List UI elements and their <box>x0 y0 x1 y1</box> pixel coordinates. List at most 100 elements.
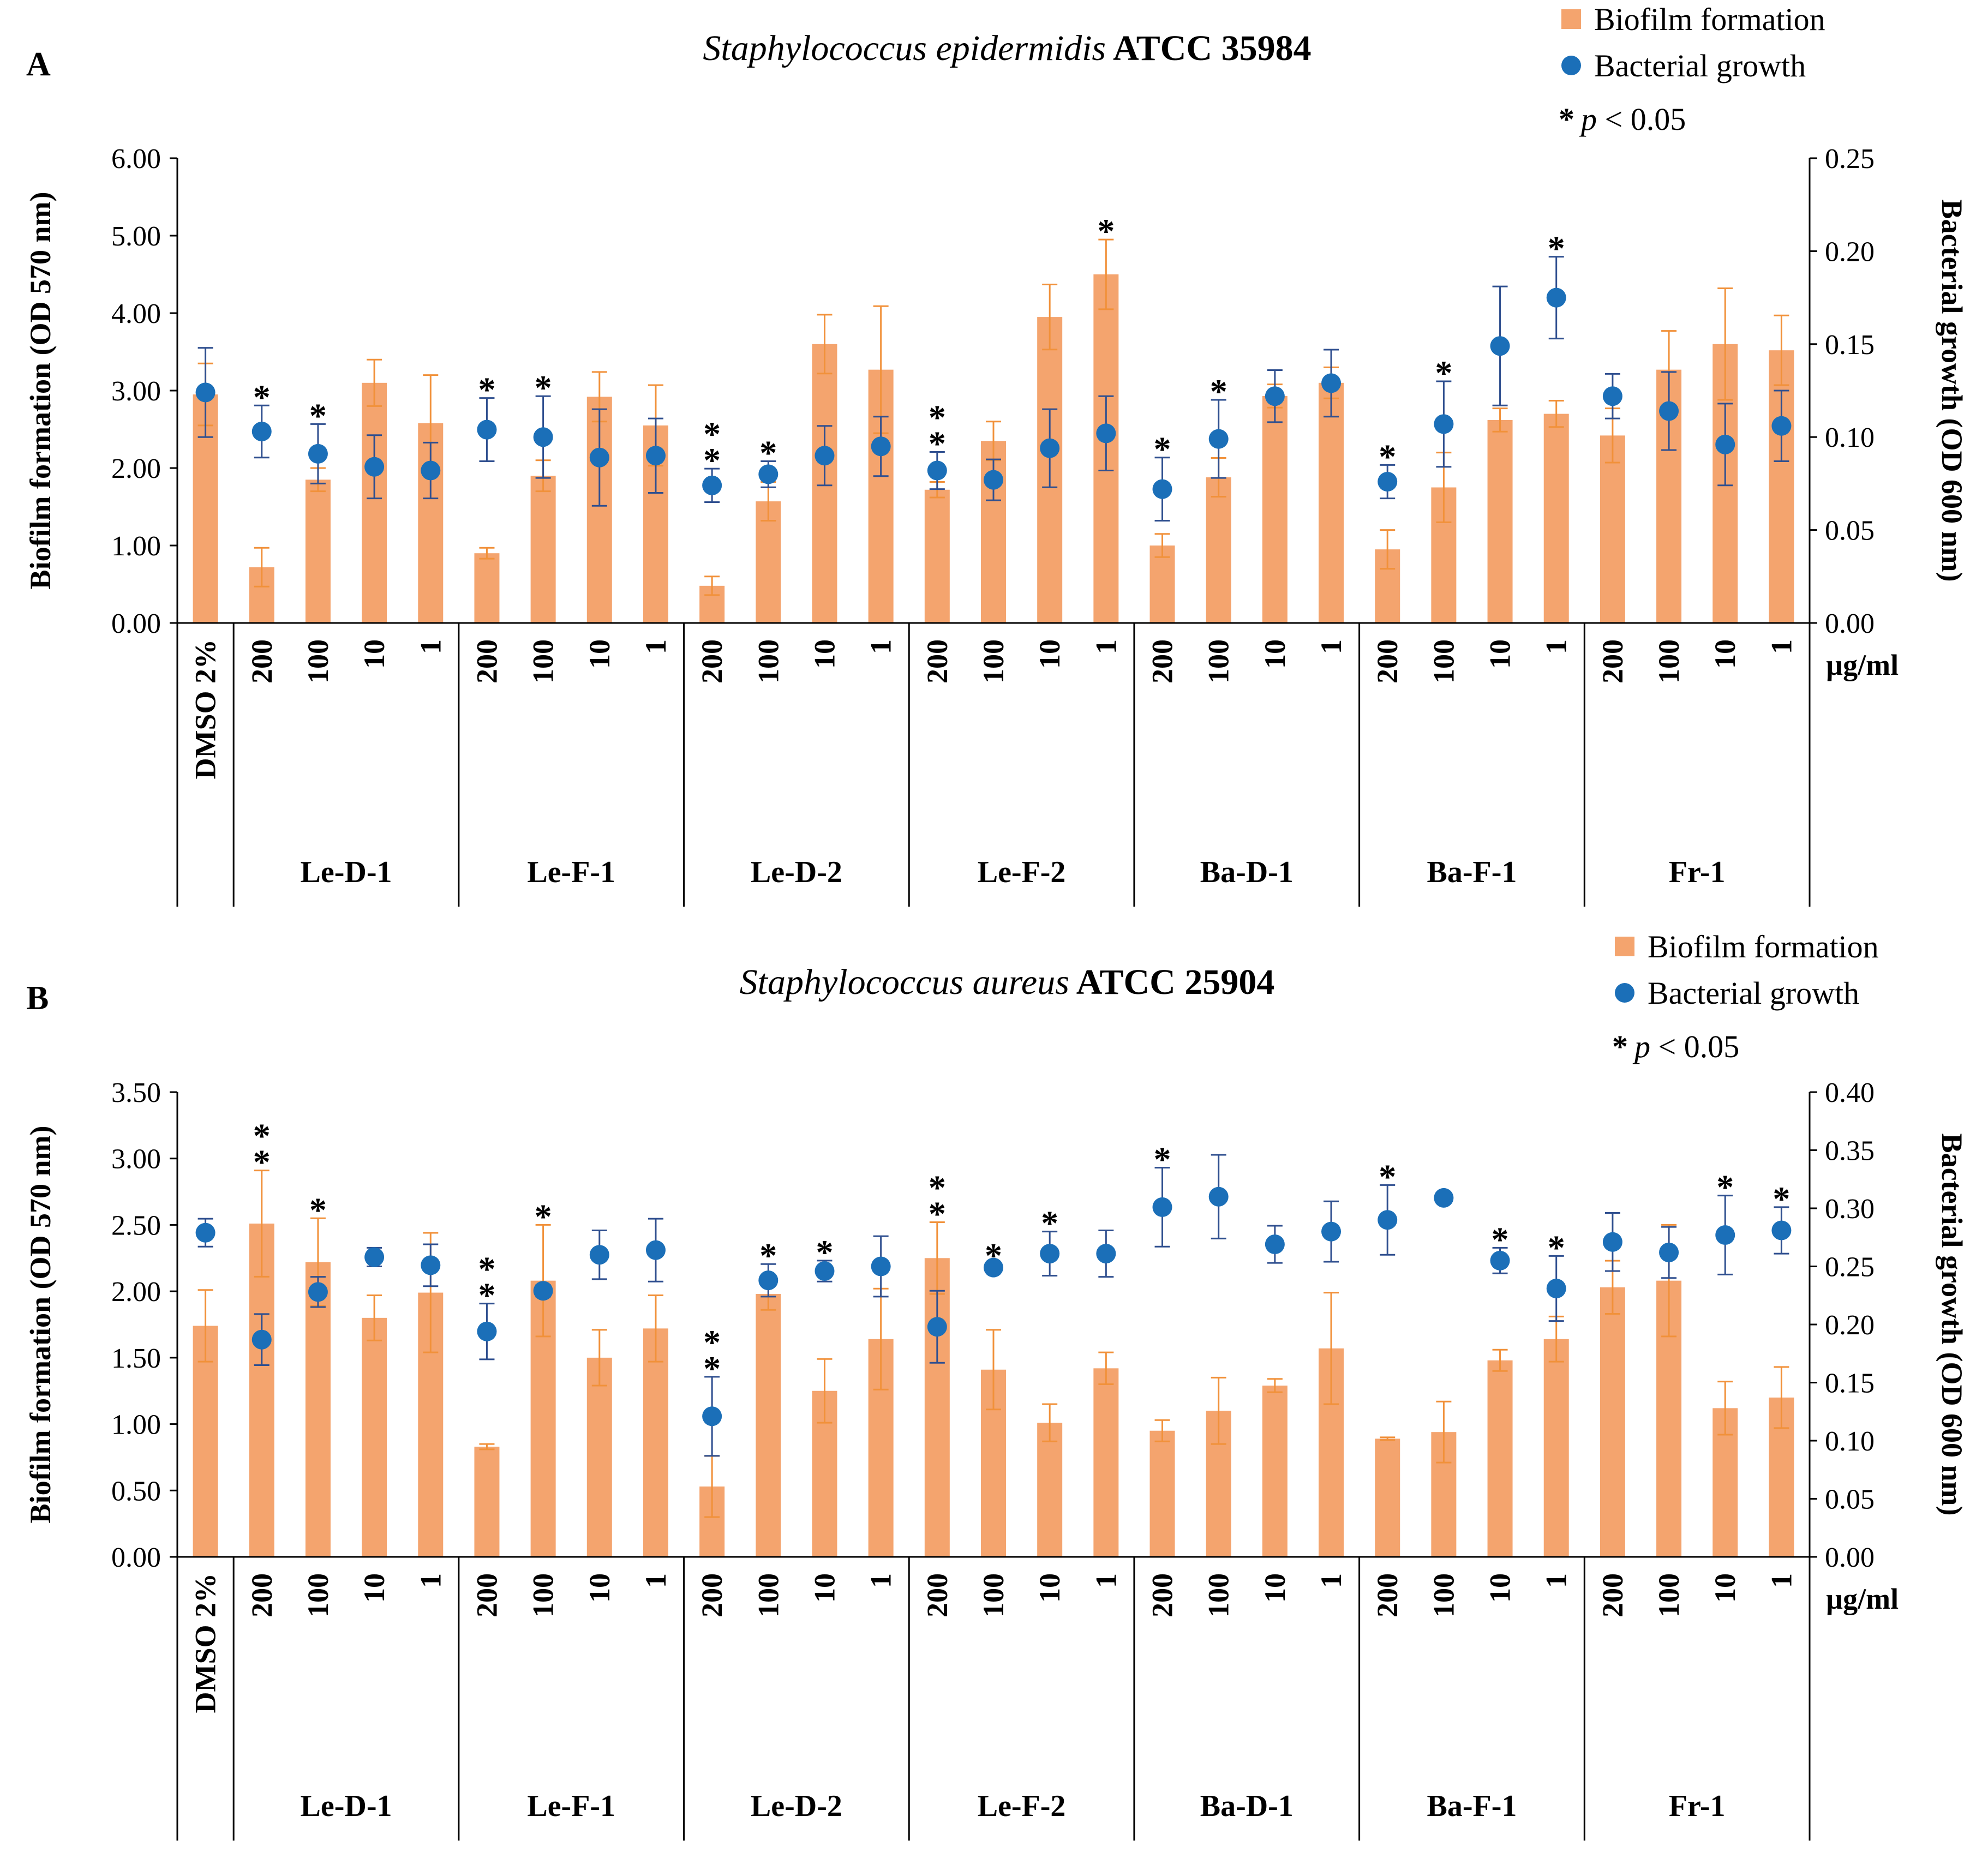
legend-dot-label: Bacterial growth <box>1648 975 1859 1011</box>
biofilm-bar <box>1375 1439 1400 1557</box>
left-tick-label: 2.00 <box>111 453 161 484</box>
left-tick-label: 0.50 <box>111 1476 161 1507</box>
category-label-control: DMSO 2% <box>189 639 222 780</box>
biofilm-bar <box>1149 1430 1175 1557</box>
growth-point <box>1434 1188 1454 1208</box>
biofilm-bar <box>1206 477 1231 623</box>
category-label-concentration: 1 <box>1315 639 1348 654</box>
biofilm-significance-star: * <box>535 368 552 407</box>
category-label-concentration: 1 <box>1540 639 1573 654</box>
legend-dot-swatch <box>1615 983 1634 1003</box>
growth-point <box>645 1240 666 1260</box>
legend-sig-star: * <box>1559 101 1574 137</box>
category-label-concentration: 200 <box>1146 639 1179 684</box>
biofilm-bar <box>643 1328 668 1557</box>
growth-point <box>1602 386 1622 406</box>
biofilm-bar <box>1262 1385 1288 1557</box>
growth-point <box>477 1321 497 1341</box>
growth-point <box>1659 1242 1679 1262</box>
group-label: Le-F-2 <box>978 855 1066 889</box>
biofilm-bar <box>1149 546 1175 623</box>
biofilm-bar <box>1543 1339 1569 1557</box>
category-label-concentration: 10 <box>1484 639 1517 669</box>
legend-sig-rest: < 0.05 <box>1650 1029 1739 1064</box>
category-label-concentration: 100 <box>302 639 334 684</box>
left-axis-title: Biofilm formation (OD 570 nm) <box>24 192 57 590</box>
growth-point <box>1265 1234 1285 1255</box>
growth-point <box>1265 386 1285 406</box>
category-label-concentration: 1 <box>865 1573 897 1588</box>
growth-point <box>252 421 272 441</box>
growth-point <box>871 436 891 457</box>
category-label-concentration: 100 <box>527 639 560 684</box>
category-label-concentration: 10 <box>1033 1573 1066 1603</box>
biofilm-bar <box>1543 413 1569 623</box>
growth-significance-star: * <box>985 1236 1002 1275</box>
biofilm-bar <box>362 1317 387 1557</box>
growth-point <box>927 1317 947 1337</box>
growth-point <box>1434 414 1454 434</box>
category-label-concentration: 100 <box>977 639 1010 684</box>
biofilm-bar <box>586 1357 612 1557</box>
biofilm-bar <box>756 501 781 623</box>
category-label-concentration: 10 <box>1709 1573 1741 1603</box>
category-label-concentration: 200 <box>1596 1573 1629 1617</box>
chart-title-strain: ATCC 25904 <box>1069 962 1274 1002</box>
biofilm-bar <box>1319 382 1344 623</box>
biofilm-significance-star: * <box>253 1143 271 1182</box>
growth-point <box>1602 1232 1622 1252</box>
right-tick-label: 0.40 <box>1825 1077 1875 1108</box>
growth-point <box>927 460 947 481</box>
legend-sig-p: p <box>1632 1029 1650 1064</box>
growth-point <box>1208 1186 1229 1207</box>
category-label-concentration: 1 <box>1765 1573 1798 1588</box>
biofilm-bar <box>305 1262 331 1557</box>
growth-point <box>252 1329 272 1350</box>
growth-significance-star: * <box>929 398 946 436</box>
growth-point <box>1378 1210 1398 1230</box>
biofilm-bar <box>1487 1360 1513 1557</box>
growth-point <box>195 1222 215 1243</box>
growth-point <box>1378 471 1398 492</box>
chart-title-species: Staphylococcus aureus <box>740 962 1069 1002</box>
biofilm-bar <box>362 382 387 623</box>
category-label-concentration: 100 <box>1202 639 1235 684</box>
left-tick-label: 2.50 <box>111 1210 161 1241</box>
right-tick-label: 0.05 <box>1825 516 1875 547</box>
left-tick-label: 0.00 <box>111 608 161 639</box>
left-tick-label: 5.00 <box>111 221 161 252</box>
biofilm-bar <box>305 480 331 623</box>
right-tick-label: 0.15 <box>1825 329 1875 361</box>
growth-point <box>1490 1250 1510 1270</box>
biofilm-bar <box>193 1326 218 1557</box>
growth-point <box>308 1282 328 1302</box>
chart-title: Staphylococcus aureus ATCC 25904 <box>740 962 1275 1002</box>
biofilm-bar <box>1600 435 1625 623</box>
biofilm-bar <box>1487 419 1513 623</box>
legend-bar-label: Biofilm formation <box>1648 929 1879 964</box>
biofilm-significance-star: * <box>1773 1179 1790 1218</box>
growth-significance-star: * <box>1548 1228 1565 1267</box>
legend-bar-label: Biofilm formation <box>1594 2 1825 37</box>
biofilm-bar <box>474 1446 500 1557</box>
panel-letter: B <box>26 980 49 1017</box>
group-label: Ba-F-1 <box>1427 1789 1517 1823</box>
group-label: Le-D-2 <box>751 1789 842 1823</box>
category-label-concentration: 200 <box>1596 639 1629 684</box>
biofilm-significance-star: * <box>1435 353 1452 392</box>
left-tick-label: 1.00 <box>111 531 161 562</box>
group-label: Le-F-1 <box>527 1789 615 1823</box>
growth-significance-star: * <box>478 1250 495 1288</box>
growth-point <box>533 427 553 447</box>
right-tick-label: 0.20 <box>1825 1310 1875 1341</box>
category-label-concentration: 1 <box>639 639 672 654</box>
legend-bar-swatch <box>1561 9 1581 29</box>
group-label: Le-D-1 <box>301 855 392 889</box>
right-tick-label: 0.00 <box>1825 1542 1875 1573</box>
group-label: Le-D-2 <box>751 855 842 889</box>
growth-point <box>589 1245 609 1265</box>
growth-significance-star: * <box>535 1197 552 1236</box>
growth-point <box>1546 287 1566 308</box>
category-label-concentration: 100 <box>527 1573 560 1617</box>
